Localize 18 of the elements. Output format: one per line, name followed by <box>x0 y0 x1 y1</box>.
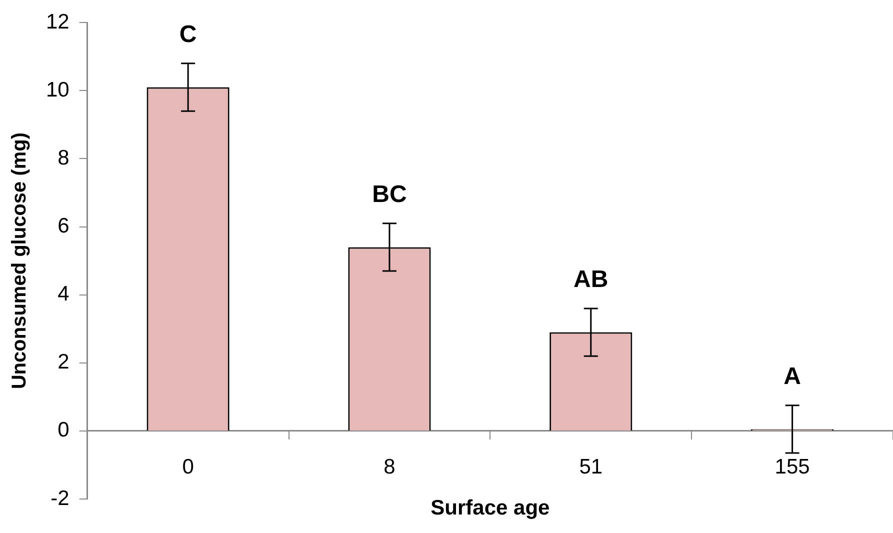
x-tick-label: 155 <box>774 455 810 478</box>
y-tick-label: 4 <box>58 282 70 306</box>
x-tick-label: 8 <box>384 455 396 478</box>
y-tick-label: -2 <box>50 486 70 510</box>
x-tick-label: 0 <box>182 455 194 478</box>
x-tick-label: 51 <box>579 455 603 478</box>
annotation: BC <box>372 180 407 208</box>
annotation: AB <box>574 266 608 294</box>
x-axis-title: Surface age <box>430 496 550 520</box>
y-tick-label: 8 <box>58 146 70 170</box>
y-tick-label: 6 <box>58 214 70 238</box>
y-tick-label: 2 <box>58 350 70 374</box>
y-tick-label: 0 <box>58 418 70 442</box>
y-tick-label: 12 <box>46 10 70 34</box>
annotation: A <box>784 363 801 390</box>
annotation: C <box>179 21 197 48</box>
y-tick-label: 10 <box>46 78 70 102</box>
y-axis-title: Unconsumed glucose (mg) <box>8 132 31 390</box>
